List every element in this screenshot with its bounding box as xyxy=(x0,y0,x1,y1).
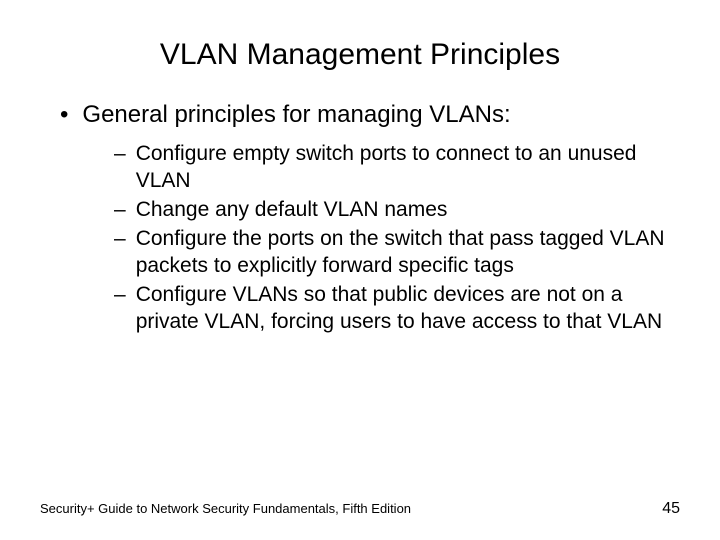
slide-container: VLAN Management Principles • General pri… xyxy=(0,0,720,540)
sub-list: – Configure empty switch ports to connec… xyxy=(60,140,680,335)
dash-icon: – xyxy=(114,225,126,279)
list-item: – Change any default VLAN names xyxy=(114,196,680,223)
content-area: • General principles for managing VLANs:… xyxy=(40,100,680,335)
footer: Security+ Guide to Network Security Fund… xyxy=(40,500,680,518)
dash-icon: – xyxy=(114,281,126,335)
list-item: – Configure VLANs so that public devices… xyxy=(114,281,680,335)
bullet-icon: • xyxy=(60,100,68,130)
dash-icon: – xyxy=(114,196,126,223)
list-item-text: Configure the ports on the switch that p… xyxy=(136,225,680,279)
slide-title: VLAN Management Principles xyxy=(40,38,680,72)
dash-icon: – xyxy=(114,140,126,194)
footer-source: Security+ Guide to Network Security Fund… xyxy=(40,501,411,516)
intro-text: General principles for managing VLANs: xyxy=(82,100,510,130)
intro-item: • General principles for managing VLANs: xyxy=(60,100,680,130)
list-item: – Configure the ports on the switch that… xyxy=(114,225,680,279)
list-item: – Configure empty switch ports to connec… xyxy=(114,140,680,194)
list-item-text: Configure empty switch ports to connect … xyxy=(136,140,680,194)
list-item-text: Configure VLANs so that public devices a… xyxy=(136,281,680,335)
list-item-text: Change any default VLAN names xyxy=(136,196,448,223)
page-number: 45 xyxy=(662,500,680,518)
